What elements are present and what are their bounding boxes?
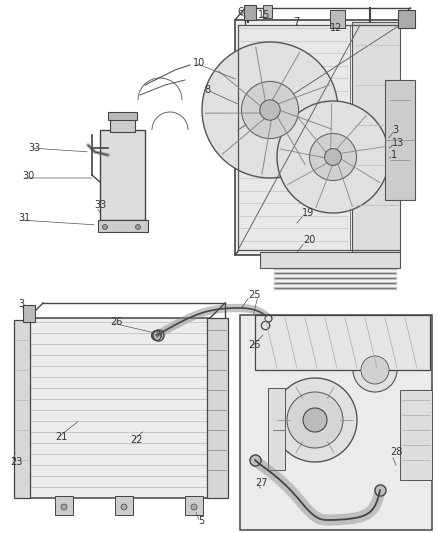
Bar xyxy=(14,320,30,498)
Circle shape xyxy=(260,100,280,120)
Bar xyxy=(400,390,432,480)
Text: 5: 5 xyxy=(198,516,204,526)
Bar xyxy=(100,130,145,220)
Bar xyxy=(244,5,256,20)
Text: 26: 26 xyxy=(248,340,260,350)
Text: 30: 30 xyxy=(22,171,34,181)
Bar xyxy=(185,496,203,515)
Circle shape xyxy=(241,82,299,139)
Text: 27: 27 xyxy=(255,478,268,488)
Text: 31: 31 xyxy=(18,213,30,223)
Text: 21: 21 xyxy=(55,432,67,442)
Text: 12: 12 xyxy=(330,23,343,33)
Text: 20: 20 xyxy=(303,235,315,245)
Circle shape xyxy=(361,356,389,384)
Circle shape xyxy=(287,392,343,448)
Text: 6: 6 xyxy=(237,7,243,17)
Bar xyxy=(23,305,35,322)
Text: 3: 3 xyxy=(18,299,24,309)
Circle shape xyxy=(325,149,341,165)
Circle shape xyxy=(353,348,397,392)
Bar xyxy=(268,388,285,470)
Circle shape xyxy=(135,224,141,230)
Text: 15: 15 xyxy=(258,10,270,20)
Bar xyxy=(207,318,228,498)
Text: 33: 33 xyxy=(94,200,106,210)
Circle shape xyxy=(202,42,338,178)
Bar xyxy=(330,10,345,28)
Bar xyxy=(240,315,432,530)
Text: 13: 13 xyxy=(392,138,404,148)
Bar xyxy=(28,318,210,498)
Bar xyxy=(110,118,135,132)
Text: 23: 23 xyxy=(10,457,22,467)
Bar xyxy=(385,80,415,200)
Text: 1: 1 xyxy=(391,150,397,160)
Circle shape xyxy=(310,133,357,181)
Bar xyxy=(115,496,133,515)
Bar xyxy=(55,496,73,515)
Circle shape xyxy=(61,504,67,510)
Bar xyxy=(398,10,415,28)
Bar xyxy=(263,5,272,18)
Text: 10: 10 xyxy=(193,58,205,68)
Bar xyxy=(260,252,400,268)
Bar xyxy=(238,25,350,250)
Bar xyxy=(108,112,137,120)
Text: 28: 28 xyxy=(390,447,403,457)
Bar xyxy=(235,20,400,255)
Text: 26: 26 xyxy=(110,317,122,327)
Text: 3: 3 xyxy=(392,125,398,135)
Circle shape xyxy=(102,224,107,230)
Text: 7: 7 xyxy=(293,17,299,27)
Text: 8: 8 xyxy=(204,85,210,95)
Circle shape xyxy=(277,101,389,213)
Circle shape xyxy=(303,408,327,432)
Bar xyxy=(98,220,148,232)
Text: 19: 19 xyxy=(302,208,314,218)
Bar xyxy=(255,315,430,370)
Text: 22: 22 xyxy=(130,435,142,445)
Circle shape xyxy=(191,504,197,510)
Circle shape xyxy=(273,378,357,462)
Bar xyxy=(352,22,400,252)
Circle shape xyxy=(121,504,127,510)
Text: 25: 25 xyxy=(248,290,261,300)
Text: 33: 33 xyxy=(28,143,40,153)
